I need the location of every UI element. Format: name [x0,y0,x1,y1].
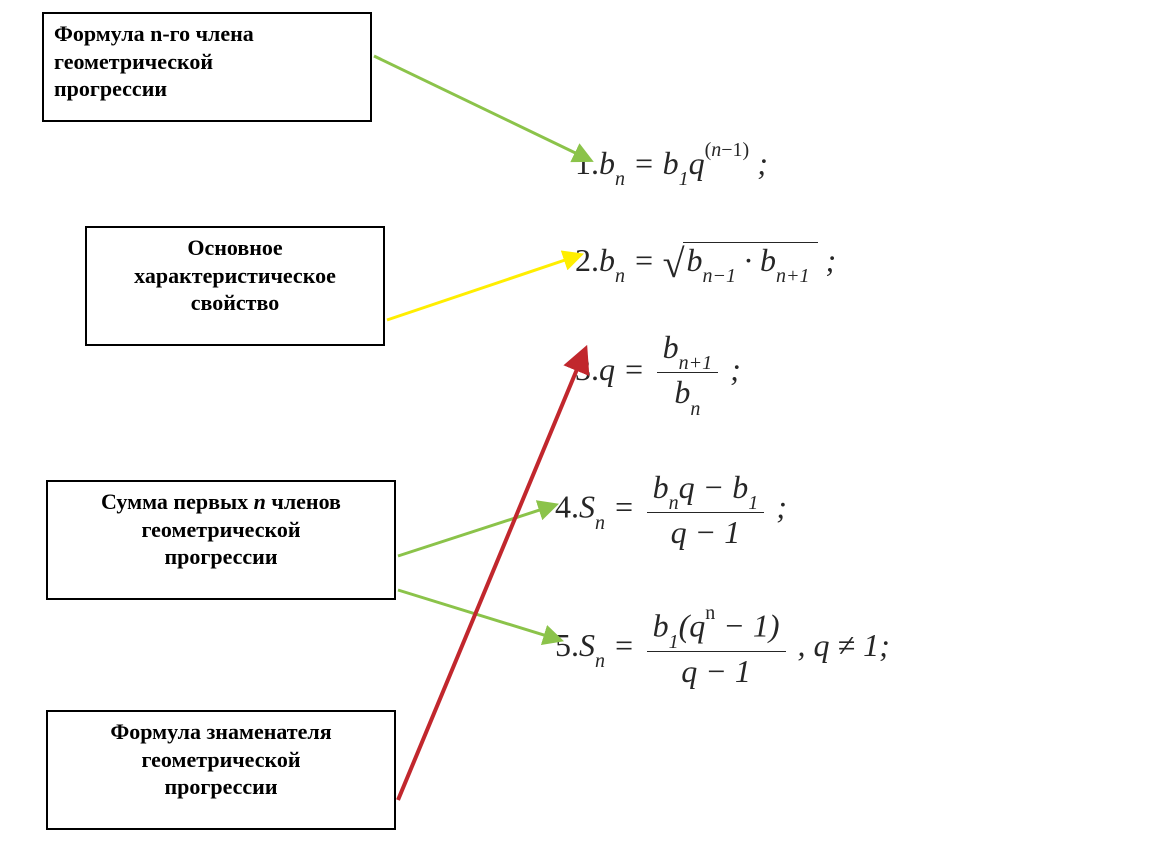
arrow-box3-to-f5 [398,590,560,640]
diagram-stage: Формула n-го членагеометрическойпрогресс… [0,0,1150,864]
formula-5: 5.Sn = b1(qn − 1)q − 1 , q ≠ 1; [555,608,890,689]
formula-4: 4.Sn = bnq − b1q − 1 ; [555,470,787,551]
box-nth-term-formula: Формула n-го членагеометрическойпрогресс… [42,12,372,122]
box-sum-first-n: Сумма первых n членовгеометрическойпрогр… [46,480,396,600]
arrow-box4-to-f3 [398,350,585,800]
arrow-box3-to-f4 [398,505,555,556]
formula-3: 3.q = bn+1bn ; [575,330,741,416]
formula-2: 2.bn = √bn−1 · bn+1 ; [575,240,836,287]
arrow-box2-to-f2 [387,255,580,320]
arrow-box1-to-f1 [374,56,590,160]
formula-1: 1.bn = b1q(n−1) ; [575,145,768,187]
box-characteristic-property: Основноехарактеристическоесвойство [85,226,385,346]
box-ratio-formula: Формула знаменателягеометрическойпрогрес… [46,710,396,830]
